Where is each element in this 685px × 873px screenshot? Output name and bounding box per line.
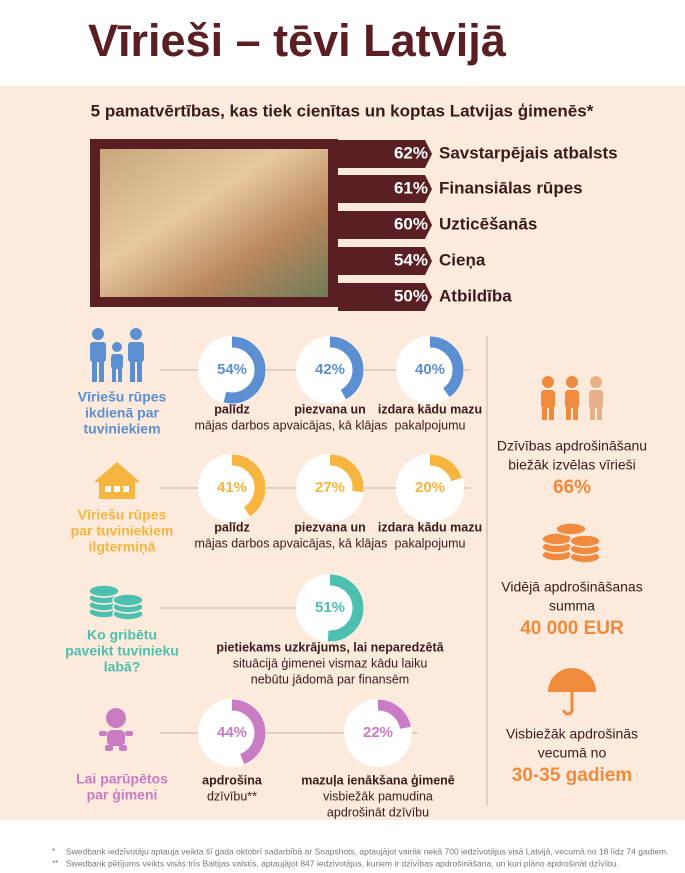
donut-label: 51% xyxy=(315,599,345,616)
value-name: Cieņa xyxy=(439,250,486,269)
footnote-mark: ** xyxy=(52,859,58,868)
value-percent: 62% xyxy=(394,143,428,162)
group-title: Vīriešu rūpes xyxy=(78,507,167,523)
group-title: Vīriešu rūpes xyxy=(78,389,167,405)
fact-text: Dzīvības apdrošināšanu xyxy=(497,438,647,454)
coins-icon xyxy=(88,584,144,621)
fact-highlight: 66% xyxy=(553,477,591,498)
value-bar xyxy=(338,247,432,275)
donut-label: 40% xyxy=(415,361,445,378)
footnote-mark: * xyxy=(52,847,55,856)
value-bar xyxy=(338,175,432,203)
donut-caption: izdara kādu mazu xyxy=(378,402,482,416)
group-title: Lai parūpētos xyxy=(76,771,168,787)
group-title: paveikt tuvinieku xyxy=(65,643,179,659)
donut-caption: mājas darbos xyxy=(194,536,269,550)
fact-text: vecumā no xyxy=(538,745,607,761)
group-title: par tuviniekiem xyxy=(71,523,174,539)
donut-caption: apvaicājas, kā klājas xyxy=(273,536,388,550)
family-icon xyxy=(90,328,144,382)
donut-caption: visbiežāk pamudina xyxy=(323,789,433,803)
donut-caption: situācijā ģimenei vismaz kādu laiku xyxy=(233,656,428,670)
donut-caption: piezvana un xyxy=(294,520,366,534)
donut-label: 54% xyxy=(217,361,247,378)
fact-text: summa xyxy=(549,598,595,614)
donut-caption: pietiekams uzkrājums, lai neparedzētā xyxy=(216,640,444,654)
house-icon xyxy=(94,462,140,499)
donut-caption: izdara kādu mazu xyxy=(378,520,482,534)
group-title: ilgtermiņā xyxy=(89,539,156,555)
donut-arc xyxy=(344,699,412,767)
value-bar xyxy=(338,283,432,311)
donut-caption: apdrošināt dzīvību xyxy=(327,805,429,819)
donut-arc xyxy=(198,454,266,522)
value-percent: 54% xyxy=(394,250,428,269)
donut-caption: pakalpojumu xyxy=(395,418,466,432)
fact-highlight: 30-35 gadiem xyxy=(512,765,632,786)
value-percent: 60% xyxy=(394,214,428,233)
donut-caption: palīdz xyxy=(214,520,249,534)
donut-arc xyxy=(296,336,364,404)
donut-label: 42% xyxy=(315,361,345,378)
donut-arc xyxy=(296,454,364,522)
donut-caption: dzīvību** xyxy=(207,789,257,803)
fact-text: Vidējā apdrošināšanas xyxy=(501,579,642,595)
donut-caption: piezvana un xyxy=(294,402,366,416)
donut-caption: mazuļa ienākšana ģimenē xyxy=(301,773,455,787)
baby-icon xyxy=(99,708,133,751)
group-title: Ko gribētu xyxy=(87,627,157,643)
value-name: Savstarpējais atbalsts xyxy=(439,143,618,162)
value-percent: 61% xyxy=(394,178,428,197)
value-name: Finansiālas rūpes xyxy=(439,178,583,197)
fact-text: Visbiežāk apdrošinās xyxy=(506,726,638,742)
donut-caption: pakalpojumu xyxy=(395,536,466,550)
value-name: Uzticēšanās xyxy=(439,214,537,233)
value-bar xyxy=(338,140,432,168)
donut-caption: apvaicājas, kā klājas xyxy=(273,418,388,432)
fact-highlight: 40 000 EUR xyxy=(520,618,624,639)
section-title: 5 pamatvērtības, kas tiek cienītas un ko… xyxy=(91,101,594,120)
donut-arc xyxy=(296,574,364,642)
fact-text: biežāk izvēlas vīrieši xyxy=(508,457,636,473)
value-percent: 50% xyxy=(394,286,428,305)
umbrella-icon xyxy=(548,668,596,716)
donut-label: 44% xyxy=(217,724,247,741)
donut-caption: palīdz xyxy=(214,402,249,416)
people-icon xyxy=(541,376,603,420)
group-title: ikdienā par xyxy=(85,405,159,421)
money-icon xyxy=(541,522,601,564)
donut-label: 20% xyxy=(415,479,445,496)
photo xyxy=(100,149,328,297)
group-title: labā? xyxy=(104,659,141,675)
value-bar xyxy=(338,211,432,239)
group-title: par ģimeni xyxy=(87,787,158,803)
value-name: Atbildība xyxy=(439,286,512,305)
donut-caption: nebūtu jādomā par finansēm xyxy=(251,672,409,686)
donut-arc xyxy=(396,336,464,404)
donut-arc xyxy=(396,454,464,522)
donut-arc xyxy=(198,336,266,404)
donut-caption: apdrošina xyxy=(202,773,263,787)
footnote-text: Swedbank iedzīvotāju aptauja veikta šī g… xyxy=(66,846,668,856)
icons xyxy=(88,328,603,751)
footnote-text: Swedbank pētījums veikts visās trīs Balt… xyxy=(66,858,619,868)
donut-arc xyxy=(198,699,266,767)
donut-label: 41% xyxy=(217,479,247,496)
group-title: tuviniekiem xyxy=(83,421,160,437)
donut-caption: mājas darbos xyxy=(194,418,269,432)
donut-label: 27% xyxy=(315,479,345,496)
page-title: Vīrieši – tēvi Latvijā xyxy=(88,15,507,66)
donut-label: 22% xyxy=(363,724,393,741)
